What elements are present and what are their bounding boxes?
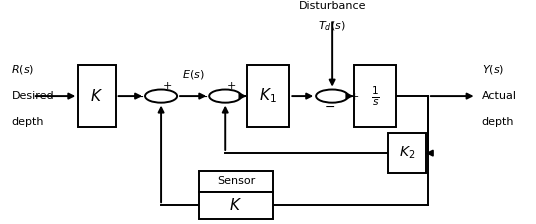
Text: $K$: $K$	[91, 88, 103, 104]
Text: −: −	[198, 91, 208, 104]
Text: +: +	[227, 81, 236, 91]
Text: $Y(s)$: $Y(s)$	[482, 63, 504, 76]
Text: $E(s)$: $E(s)$	[182, 68, 204, 81]
Text: $\frac{1}{s}$: $\frac{1}{s}$	[370, 84, 379, 108]
Text: −: −	[133, 91, 144, 104]
FancyBboxPatch shape	[198, 192, 273, 219]
Text: +: +	[350, 92, 359, 102]
Text: Actual: Actual	[482, 91, 517, 101]
Text: $K$: $K$	[229, 197, 242, 213]
FancyBboxPatch shape	[78, 65, 116, 127]
Text: $R(s)$: $R(s)$	[11, 63, 35, 76]
FancyBboxPatch shape	[247, 65, 289, 127]
Text: depth: depth	[482, 117, 515, 127]
Text: Disturbance: Disturbance	[299, 1, 366, 11]
Text: $K_2$: $K_2$	[399, 145, 415, 161]
FancyBboxPatch shape	[388, 133, 426, 173]
Text: $K_1$: $K_1$	[259, 87, 277, 106]
FancyBboxPatch shape	[198, 171, 273, 192]
Text: Sensor: Sensor	[217, 176, 255, 186]
Text: +: +	[163, 81, 172, 91]
Text: depth: depth	[11, 117, 44, 127]
Text: −: −	[324, 101, 334, 114]
Text: $T_d(s)$: $T_d(s)$	[318, 19, 346, 33]
Text: Desired: Desired	[11, 91, 54, 101]
FancyBboxPatch shape	[354, 65, 396, 127]
